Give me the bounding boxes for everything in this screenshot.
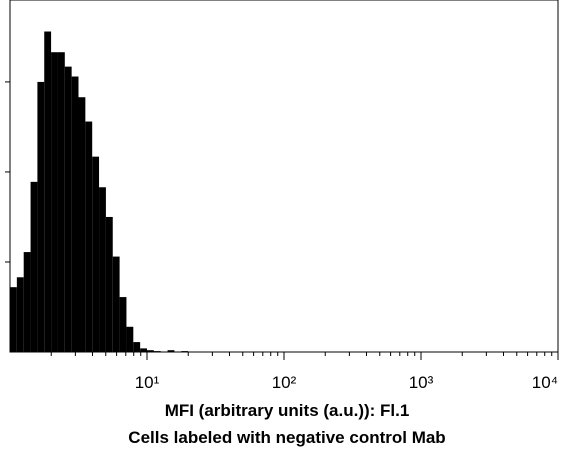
bar — [51, 52, 58, 352]
bar — [16, 277, 24, 352]
bar — [92, 156, 100, 352]
bar — [181, 351, 189, 352]
x-tick-label: 10¹ — [135, 373, 160, 392]
bar — [64, 66, 72, 352]
bar — [133, 342, 141, 352]
bar — [140, 348, 147, 352]
chart-title: MFI (arbitrary units (a.u.)): Fl.1 — [165, 401, 410, 420]
bar — [44, 31, 52, 353]
bar — [105, 216, 113, 352]
x-tick-label: 10² — [272, 373, 297, 392]
bar — [126, 326, 134, 352]
chart-subtitle: Cells labeled with negative control Mab — [128, 428, 445, 447]
bar — [71, 76, 79, 353]
bar — [23, 252, 31, 352]
bar — [112, 256, 120, 352]
bar — [153, 351, 161, 352]
x-tick-label: 10⁴ — [532, 373, 558, 392]
bar — [37, 81, 45, 352]
bar — [147, 350, 154, 352]
bar — [119, 297, 127, 352]
bar — [85, 121, 93, 353]
bar — [10, 287, 17, 352]
x-tick-label: 10³ — [409, 373, 434, 392]
bar — [30, 181, 38, 352]
bar — [78, 97, 86, 352]
bar — [167, 350, 175, 352]
bar — [57, 52, 65, 352]
bar — [99, 187, 106, 352]
